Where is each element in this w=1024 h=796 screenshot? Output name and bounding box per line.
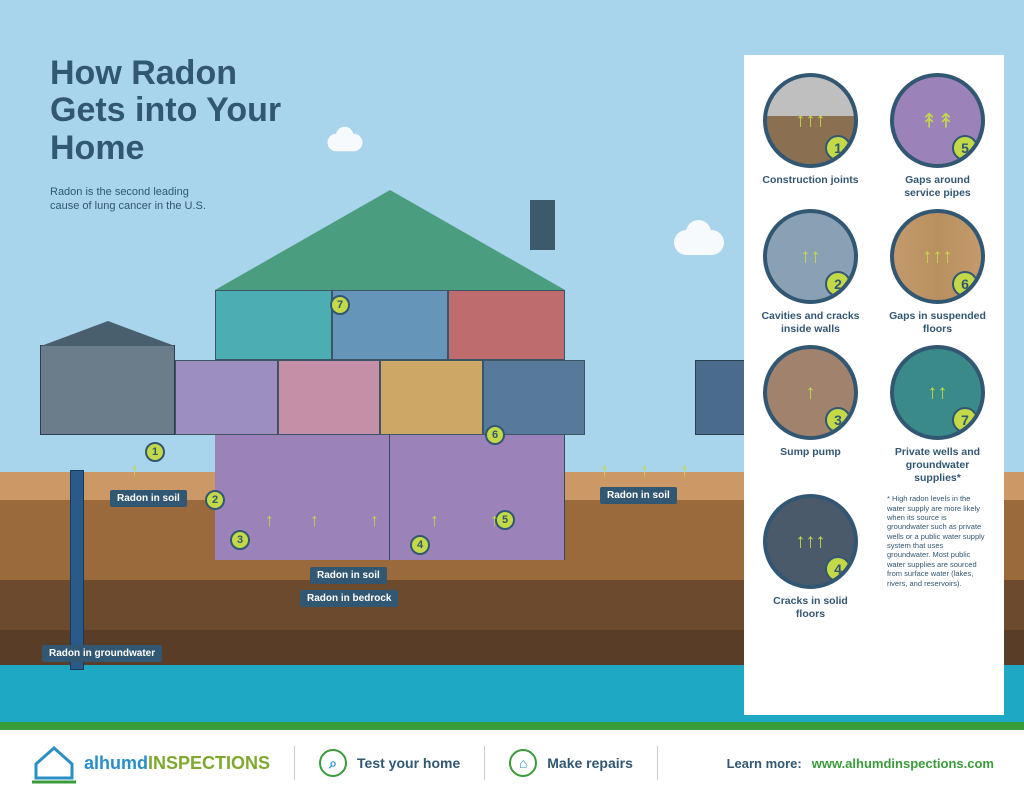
learn-more-label: Learn more: bbox=[727, 756, 802, 771]
label-radon-soil: Radon in soil bbox=[310, 567, 387, 584]
title-line: Gets into Your bbox=[50, 91, 281, 129]
roof bbox=[215, 190, 565, 290]
first-floor bbox=[175, 360, 585, 435]
house-cutaway: 1 2 3 4 5 6 7 bbox=[175, 190, 605, 560]
basement bbox=[215, 435, 565, 560]
wrench-house-icon: ⌂ bbox=[509, 749, 537, 777]
second-floor bbox=[215, 290, 565, 360]
action-label: Make repairs bbox=[547, 755, 633, 771]
house-logo-icon bbox=[30, 742, 78, 784]
page-title: How RadonGets into YourHome bbox=[50, 55, 281, 167]
logo-text-1: alhumd bbox=[84, 753, 148, 773]
legend-item-5: ↟↟5Gaps around service pipes bbox=[883, 73, 992, 199]
footer-bar: alhumdINSPECTIONS ⌕ Test your home ⌂ Mak… bbox=[0, 722, 1024, 796]
entry-point-3: 3 bbox=[230, 530, 250, 550]
legend-grid: ↑↑↑1Construction joints ↟↟5Gaps around s… bbox=[756, 73, 992, 620]
action-label: Test your home bbox=[357, 755, 460, 771]
water-well bbox=[70, 470, 84, 670]
legend-footnote: * High radon levels in the water supply … bbox=[883, 494, 992, 620]
side-structure bbox=[40, 345, 175, 435]
legend-item-3: ↑3Sump pump bbox=[756, 345, 865, 484]
title-line: Home bbox=[50, 129, 144, 167]
label-radon-soil: Radon in soil bbox=[600, 487, 677, 504]
entry-point-1: 1 bbox=[145, 442, 165, 462]
company-url[interactable]: www.alhumdinspections.com bbox=[812, 756, 994, 771]
legend-item-1: ↑↑↑1Construction joints bbox=[756, 73, 865, 199]
sky-background: How RadonGets into YourHome Radon is the… bbox=[0, 0, 1024, 730]
legend-item-6: ↑↑↑6Gaps in suspended floors bbox=[883, 209, 992, 335]
entry-point-2: 2 bbox=[205, 490, 225, 510]
legend-item-4: ↑↑↑4Cracks in solid floors bbox=[756, 494, 865, 620]
magnifier-icon: ⌕ bbox=[319, 749, 347, 777]
entry-point-4: 4 bbox=[410, 535, 430, 555]
label-radon-soil: Radon in soil bbox=[110, 490, 187, 507]
logo-text-2: INSPECTIONS bbox=[148, 753, 270, 773]
legend-panel: ↑↑↑1Construction joints ↟↟5Gaps around s… bbox=[744, 55, 1004, 715]
company-logo: alhumdINSPECTIONS bbox=[30, 742, 270, 784]
label-radon-bedrock: Radon in bedrock bbox=[300, 590, 398, 607]
cloud bbox=[674, 230, 724, 255]
title-line: How Radon bbox=[50, 54, 237, 92]
entry-point-6: 6 bbox=[485, 425, 505, 445]
action-test-home: ⌕ Test your home bbox=[319, 749, 460, 777]
label-radon-groundwater: Radon in groundwater bbox=[42, 645, 162, 662]
entry-point-7: 7 bbox=[330, 295, 350, 315]
action-make-repairs: ⌂ Make repairs bbox=[509, 749, 633, 777]
legend-item-7: ↑↑7Private wells and groundwater supplie… bbox=[883, 345, 992, 484]
legend-item-2: ↑↑2Cavities and cracks inside walls bbox=[756, 209, 865, 335]
cloud bbox=[328, 134, 363, 152]
